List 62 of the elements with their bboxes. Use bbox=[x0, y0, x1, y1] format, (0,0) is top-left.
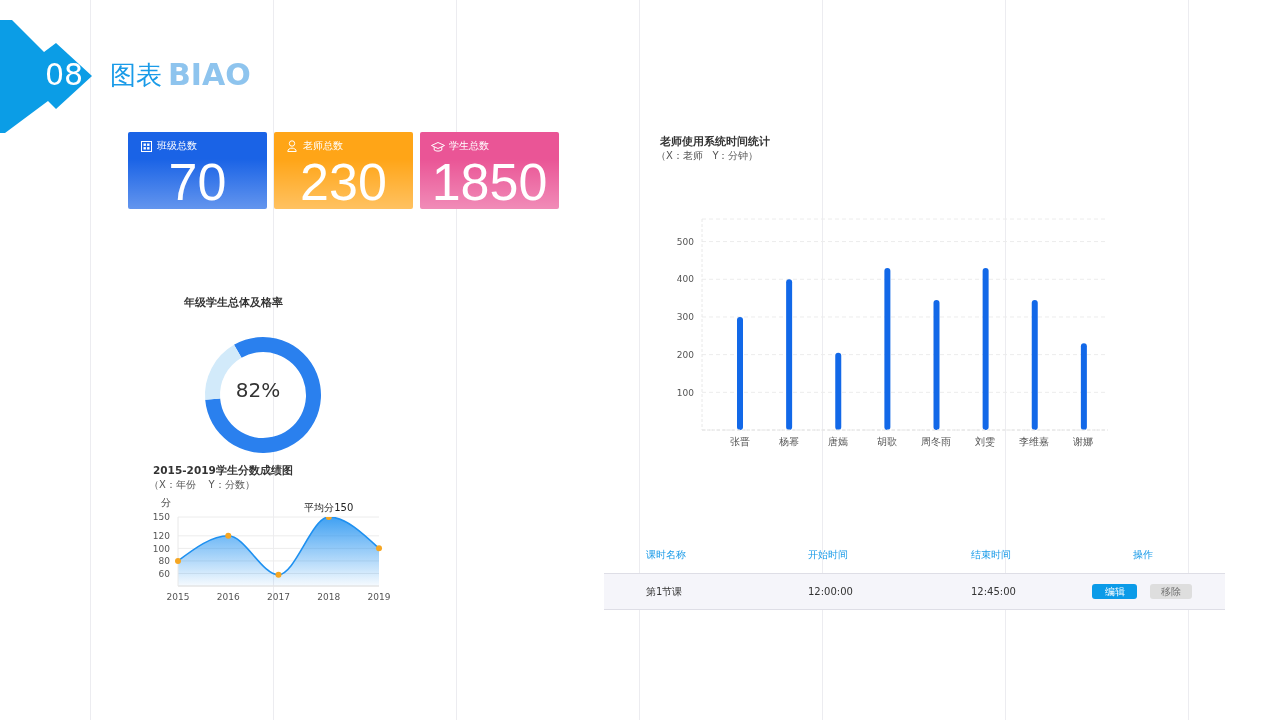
x-tick-label: 2019 bbox=[367, 592, 391, 603]
x-tick-label: 杨幂 bbox=[777, 436, 799, 448]
y-tick-label: 80 bbox=[158, 556, 171, 567]
y-tick-label: 100 bbox=[676, 387, 695, 398]
donut-slice bbox=[205, 337, 321, 453]
y-tick-label: 500 bbox=[676, 236, 695, 247]
chart-title: 2015-2019学生分数成绩图 bbox=[153, 463, 293, 477]
bar bbox=[835, 352, 842, 430]
point bbox=[275, 571, 282, 578]
point bbox=[175, 557, 181, 564]
category-label: 结束时间 bbox=[971, 548, 1011, 562]
text: BIAO bbox=[168, 57, 251, 92]
disabled-button: 移除 bbox=[1150, 584, 1192, 599]
y-tick-label: 120 bbox=[152, 531, 171, 542]
category-label: 老师总数 bbox=[303, 139, 343, 153]
x-tick-label: 唐嫣 bbox=[827, 436, 848, 448]
chart-title: 老师使用系统时间统计 bbox=[660, 134, 770, 148]
text: 图表 bbox=[110, 59, 162, 91]
x-tick-label: 刘雯 bbox=[975, 436, 996, 448]
text: 12:45:00 bbox=[971, 585, 1016, 599]
bar bbox=[982, 267, 989, 430]
category-label: 操作 bbox=[1133, 548, 1153, 562]
x-tick-label: 2017 bbox=[267, 592, 290, 603]
y-tick-label: 100 bbox=[152, 543, 171, 554]
x-tick-label: 2018 bbox=[317, 592, 341, 603]
category-label: 班级总数 bbox=[157, 139, 197, 153]
y-tick-label: 300 bbox=[676, 312, 695, 323]
primary-button: 编辑 bbox=[1092, 584, 1137, 599]
bar bbox=[1080, 343, 1087, 430]
bar bbox=[737, 316, 743, 430]
text: 82% bbox=[234, 378, 282, 402]
y-tick-label: 400 bbox=[676, 274, 695, 285]
data-label: 70 bbox=[167, 153, 228, 211]
chart-title: 年级学生总体及格率 bbox=[184, 295, 283, 309]
annotation: 平均分150 bbox=[304, 502, 354, 513]
text: 08 bbox=[45, 57, 84, 92]
point bbox=[376, 545, 382, 552]
x-tick-label: 张晋 bbox=[729, 436, 750, 448]
text: 12:00:00 bbox=[808, 585, 853, 599]
point bbox=[225, 532, 232, 539]
bar bbox=[933, 300, 940, 430]
y-axis-title: 分 bbox=[161, 496, 171, 510]
data-label: 1850 bbox=[430, 153, 549, 211]
chart-subtitle: （X：老师 Y：分钟） bbox=[656, 149, 759, 163]
category-label: 课时名称 bbox=[646, 548, 686, 562]
bar bbox=[786, 279, 793, 430]
y-tick-label: 150 bbox=[152, 512, 171, 523]
text: 第1节课 bbox=[646, 585, 683, 599]
x-tick-label: 谢娜 bbox=[1073, 436, 1094, 448]
chart-subtitle: （X：年份 Y：分数） bbox=[149, 478, 255, 492]
x-tick-label: 2016 bbox=[216, 592, 240, 603]
x-tick-label: 周冬雨 bbox=[921, 436, 952, 448]
y-tick-label: 200 bbox=[676, 349, 695, 360]
category-label: 开始时间 bbox=[808, 548, 848, 562]
bar bbox=[1031, 300, 1038, 430]
x-tick-label: 李维嘉 bbox=[1019, 436, 1050, 448]
x-tick-label: 胡歌 bbox=[876, 436, 897, 448]
category-label: 学生总数 bbox=[449, 139, 489, 153]
bar bbox=[884, 267, 891, 430]
data-label: 230 bbox=[299, 153, 388, 211]
x-tick-label: 2015 bbox=[166, 592, 190, 603]
y-tick-label: 60 bbox=[158, 568, 171, 579]
